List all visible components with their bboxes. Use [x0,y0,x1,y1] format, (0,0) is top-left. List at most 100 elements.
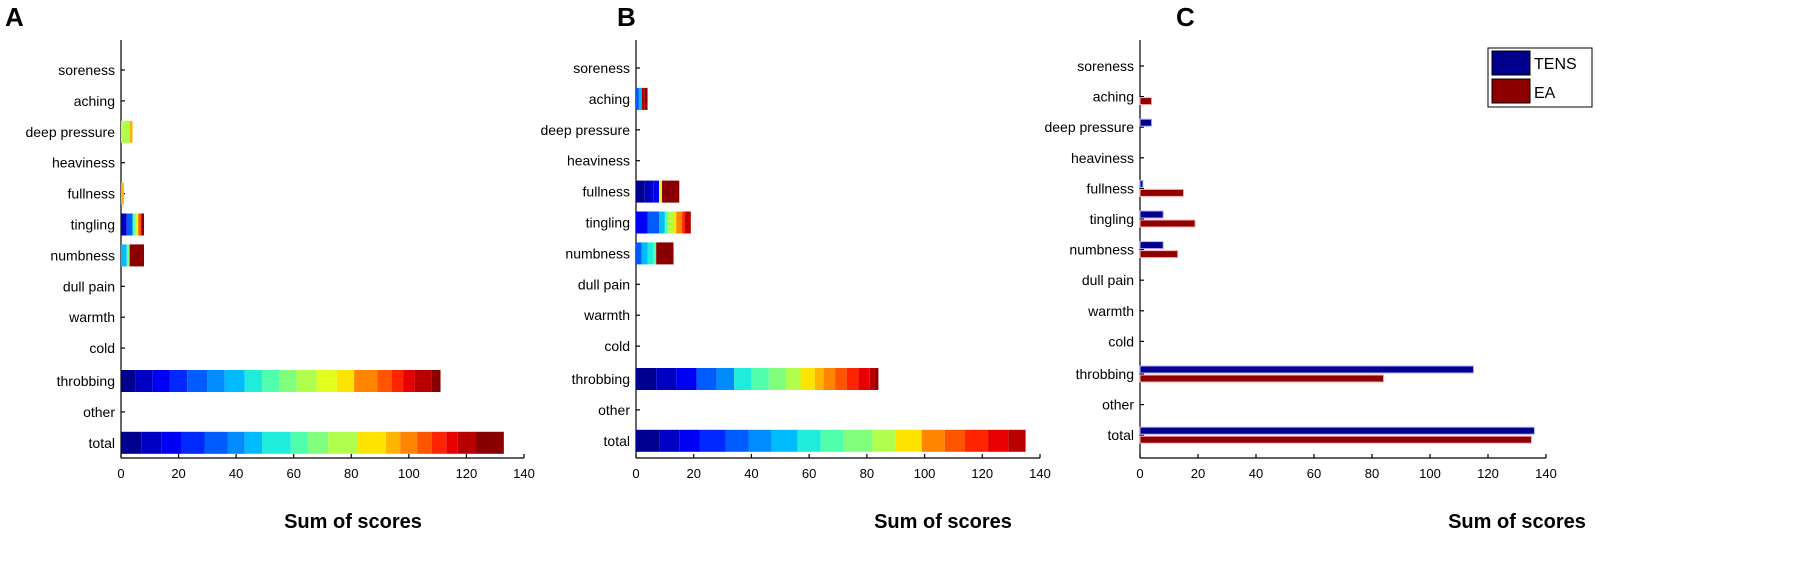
category-label-throbbing: throbbing [57,373,115,389]
x-tick-label: 40 [744,466,758,481]
x-tick-label: 0 [117,466,124,481]
bar-segment-total-16 [1008,429,1026,452]
x-tick-label: 0 [1136,466,1143,481]
bar-segment-tingling-4 [667,211,674,234]
bar-segment-tingling-1 [126,213,133,236]
bar-segment-total-2 [679,429,700,452]
x-tick-label: 80 [1365,466,1379,481]
bar-segment-throbbing-14 [858,368,870,390]
category-label-cold: cold [1108,333,1134,349]
bar-segment-throbbing-13 [846,368,859,390]
bar-ea-tingling [1139,219,1196,228]
bar-segment-numbness-2 [129,244,145,267]
category-label-throbbing: throbbing [572,371,630,387]
bar-segment-total-5 [748,429,772,452]
bar-segment-tingling-2 [132,213,136,236]
category-label-tingling: tingling [71,217,115,233]
x-tick-label: 120 [1477,466,1499,481]
bar-segment-throbbing-12 [336,370,355,392]
category-label-heaviness: heaviness [1071,150,1134,166]
bar-segment-total-9 [308,431,329,454]
bar-segment-total-17 [457,431,476,454]
bar-segment-fullness-2 [653,180,660,203]
category-label-soreness: soreness [1077,58,1134,74]
bar-segment-deep-pressure-1 [129,120,133,143]
bar-segment-throbbing-8 [786,368,801,390]
x-tick-label: 40 [229,466,243,481]
bar-segment-total-10 [328,431,358,454]
bar-ea-numbness [1139,250,1179,259]
bar-segment-numbness-4 [656,242,674,265]
bar-ea-aching [1139,97,1153,106]
bar-segment-throbbing-7 [244,370,263,392]
bar-segment-tingling-3 [135,213,139,236]
bar-segment-total-11 [357,431,386,454]
bar-segment-throbbing-5 [207,370,225,392]
bar-segment-fullness-3 [659,180,662,203]
bar-segment-aching-3 [644,87,648,110]
category-label-total: total [89,435,115,451]
bar-segment-numbness-1 [641,242,648,265]
bar-segment-total-14 [964,429,989,452]
bar-segment-throbbing-16 [403,370,415,392]
x-tick-label: 100 [398,466,420,481]
category-label-aching: aching [74,93,115,109]
bar-segment-total-14 [417,431,432,454]
bar-segment-total-4 [204,431,228,454]
category-label-tingling: tingling [1090,211,1134,227]
panel-a: 0 20 40 60 80 100 120 140 soreness aching deep pre… [25,40,535,481]
x-tick-label: 120 [456,466,478,481]
bar-segment-throbbing-11 [823,368,836,390]
x-tick-label: 100 [914,466,936,481]
bar-segment-total-13 [400,431,418,454]
category-label-numbness: numbness [565,245,630,261]
bar-segment-tingling-0 [121,213,127,236]
bar-segment-total-10 [872,429,896,452]
bar-segment-tingling-0 [636,211,648,234]
x-tick-label: 120 [971,466,993,481]
x-tick-label: 80 [344,466,358,481]
bar-segment-total-18 [475,431,504,454]
bar-segment-throbbing-18 [431,370,441,392]
category-label-deep-pressure: deep pressure [1044,119,1134,135]
bar-segment-aching-0 [636,87,639,110]
panel-c: 0 20 40 60 80 100 120 140 soreness aching deep pre… [1044,40,1557,481]
bar-segment-throbbing-9 [800,368,815,390]
category-label-throbbing: throbbing [1076,366,1134,382]
bar-segment-total-6 [771,429,798,452]
bar-segment-numbness-1 [126,244,130,267]
bar-segment-total-12 [921,429,945,452]
category-label-numbness: numbness [1069,242,1134,258]
x-tick-label: 20 [1191,466,1205,481]
bar-segment-throbbing-6 [224,370,245,392]
legend: TENS EA [1487,47,1593,108]
category-label-fullness: fullness [68,186,115,202]
bar-segment-tingling-3 [664,211,668,234]
category-label-tingling: tingling [586,215,630,231]
bar-segment-tingling-6 [676,211,683,234]
category-label-dull-pain: dull pain [578,276,630,292]
bar-segment-throbbing-13 [354,370,378,392]
bar-segment-throbbing-0 [121,370,136,392]
bar-segment-numbness-2 [647,242,654,265]
bar-segment-total-7 [262,431,291,454]
bar-segment-throbbing-4 [716,368,735,390]
bar-segment-fullness-0 [121,182,124,205]
category-label-aching: aching [589,91,630,107]
bar-segment-throbbing-10 [296,370,317,392]
x-tick-label: 60 [1307,466,1321,481]
bar-tens-tingling [1139,210,1164,219]
legend-label-tens: TENS [1534,56,1577,73]
x-tick-label: 0 [632,466,639,481]
bar-segment-total-3 [181,431,205,454]
bar-segment-fullness-4 [661,180,680,203]
x-tick-label: 20 [686,466,700,481]
bar-segment-throbbing-15 [869,368,876,390]
bar-segment-throbbing-1 [135,370,153,392]
panel-b: 0 20 40 60 80 100 120 140 soreness aching deep pre… [540,40,1051,481]
category-label-aching: aching [1093,89,1134,105]
bar-tens-fullness [1139,179,1144,188]
bar-segment-tingling-2 [659,211,665,234]
x-tick-label: 60 [802,466,816,481]
x-tick-label: 100 [1419,466,1441,481]
